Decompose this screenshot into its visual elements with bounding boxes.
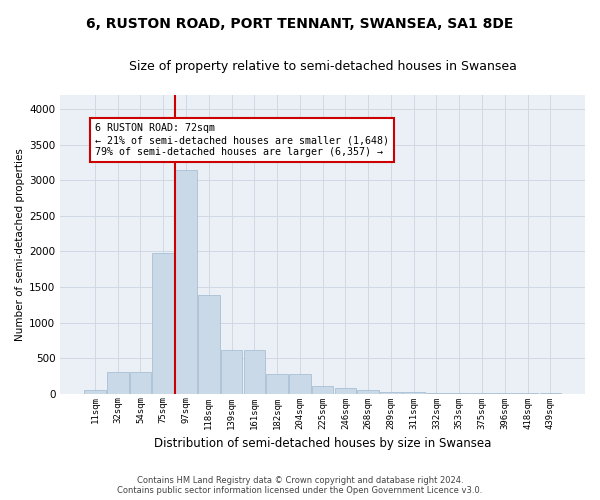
Bar [221, 350, 242, 394]
Bar [448, 393, 470, 394]
Bar [335, 388, 356, 394]
Bar [358, 390, 379, 394]
Text: 6, RUSTON ROAD, PORT TENNANT, SWANSEA, SA1 8DE: 6, RUSTON ROAD, PORT TENNANT, SWANSEA, S… [86, 18, 514, 32]
Bar [107, 372, 128, 394]
Bar [175, 170, 197, 394]
Bar [84, 390, 106, 394]
Bar [198, 295, 220, 394]
Bar [380, 392, 402, 394]
Bar [312, 386, 334, 394]
Title: Size of property relative to semi-detached houses in Swansea: Size of property relative to semi-detach… [129, 60, 517, 73]
Bar [130, 372, 151, 394]
Bar [152, 253, 174, 394]
Bar [244, 350, 265, 394]
Bar [403, 392, 425, 394]
Bar [289, 374, 311, 394]
X-axis label: Distribution of semi-detached houses by size in Swansea: Distribution of semi-detached houses by … [154, 437, 491, 450]
Text: Contains HM Land Registry data © Crown copyright and database right 2024.
Contai: Contains HM Land Registry data © Crown c… [118, 476, 482, 495]
Y-axis label: Number of semi-detached properties: Number of semi-detached properties [15, 148, 25, 341]
Text: 6 RUSTON ROAD: 72sqm
← 21% of semi-detached houses are smaller (1,648)
79% of se: 6 RUSTON ROAD: 72sqm ← 21% of semi-detac… [95, 124, 389, 156]
Bar [266, 374, 288, 394]
Bar [425, 393, 448, 394]
